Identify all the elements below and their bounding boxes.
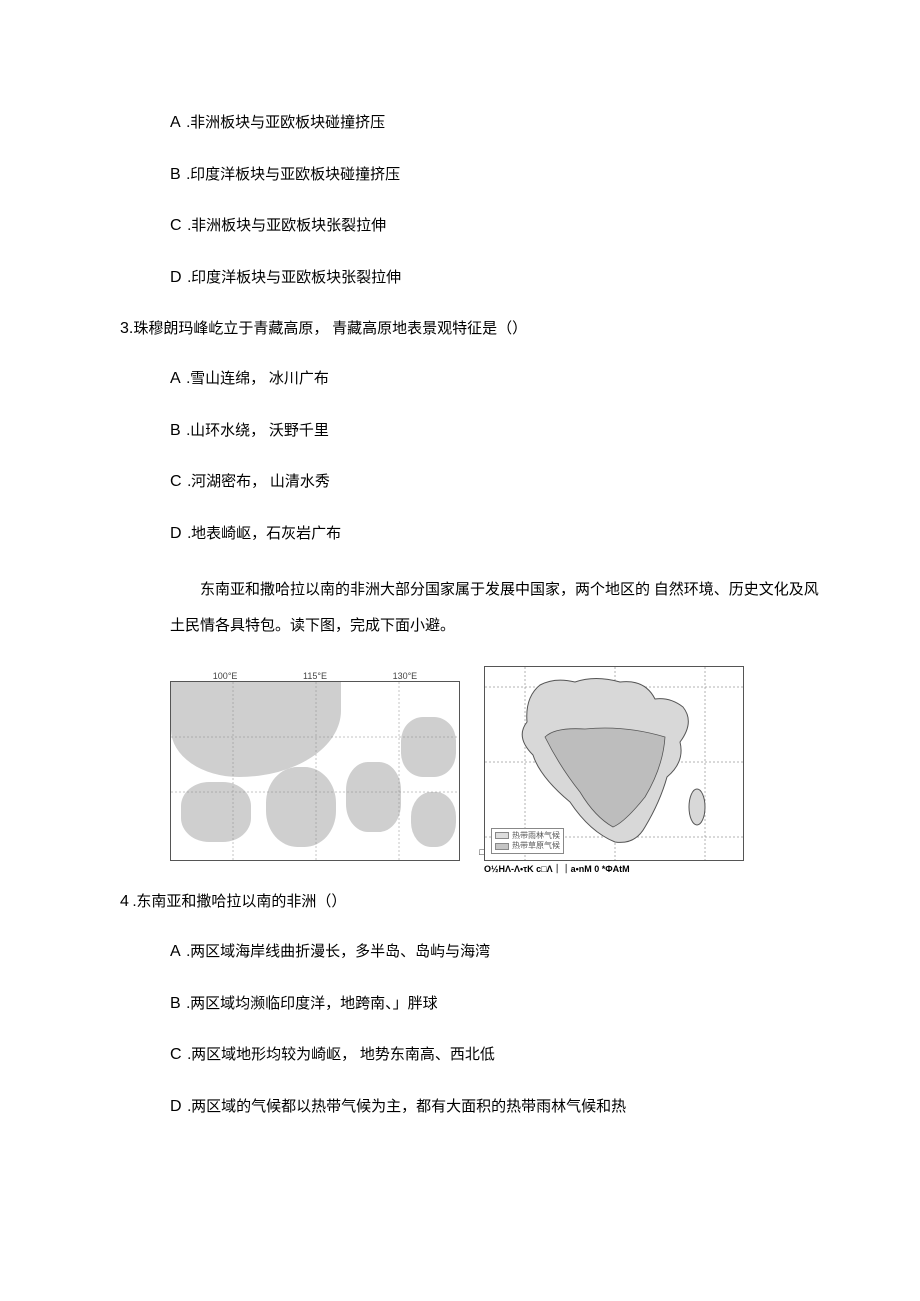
- option-text: .非洲板块与亚欧板块张裂拉伸: [187, 218, 386, 234]
- question-text: 珠穆朗玛峰屹立于青藏高原， 青藏高原地表景观特征是（）: [133, 321, 527, 337]
- option-letter: C: [170, 1046, 182, 1063]
- exam-page: A .非洲板块与亚欧板块碰撞挤压 B .印度洋板块与亚欧板块碰撞挤压 C .非洲…: [0, 0, 920, 1205]
- option-text: .两区域的气候都以热带气候为主，都有大面积的热带雨林气候和热: [187, 1099, 626, 1115]
- option-letter: A: [170, 943, 181, 960]
- option-letter: D: [170, 1098, 182, 1115]
- option-letter: B: [170, 995, 181, 1012]
- swatch-icon: [495, 843, 509, 850]
- option-text: .印度洋板块与亚欧板块碰撞挤压: [186, 167, 400, 183]
- q2-option-b: B .印度洋板块与亚欧板块碰撞挤压: [170, 162, 820, 188]
- question-number: 4: [120, 893, 129, 910]
- option-text: .山环水绕， 沃野千里: [186, 423, 329, 439]
- q4-option-c: C .两区域地形均较为崎岖， 地势东南高、西北低: [170, 1042, 820, 1068]
- q3-option-d: D .地表崎岖，石灰岩广布: [170, 521, 820, 547]
- swatch-icon: [495, 832, 509, 839]
- figure-caption: O½HΛ-Λ•τK c□Λ｜｜a•nM 0 *ΦAtM: [484, 862, 630, 875]
- lon-label: 130°E: [393, 671, 418, 681]
- lon-label: 100°E: [213, 671, 238, 681]
- q3-stem: 3.珠穆朗玛峰屹立于青藏高原， 青藏高原地表景观特征是（）: [120, 316, 820, 342]
- q2-option-c: C .非洲板块与亚欧板块张裂拉伸: [170, 213, 820, 239]
- option-letter: D: [170, 269, 182, 286]
- option-letter: A: [170, 370, 181, 387]
- legend-text: 热带草原气候: [512, 841, 560, 851]
- option-text: .两区域海岸线曲折漫长，多半岛、岛屿与海湾: [186, 944, 490, 960]
- q3-option-a: A .雪山连绵， 冰川广布: [170, 366, 820, 392]
- option-text: .河湖密布， 山清水秀: [187, 474, 330, 490]
- q4-options: A .两区域海岸线曲折漫长，多半岛、岛屿与海湾 B .两区域均濒临印度洋，地跨南…: [120, 939, 820, 1119]
- figure-africa: 热带雨林气候 热带草原气候 O½HΛ-Λ•τK c□Λ｜｜a•nM 0 *ΦAt…: [484, 666, 744, 861]
- figure-se-asia: 100°E 115°E 130°E: [170, 671, 460, 861]
- q2-options: A .非洲板块与亚欧板块碰撞挤压 B .印度洋板块与亚欧板块碰撞挤压 C .非洲…: [120, 110, 820, 290]
- option-letter: B: [170, 422, 181, 439]
- option-text: .两区域均濒临印度洋，地跨南、」胖球: [186, 996, 437, 1012]
- option-letter: B: [170, 166, 181, 183]
- option-text: .印度洋板块与亚欧板块张裂拉伸: [187, 270, 401, 286]
- legend-item: 热带草原气候: [495, 841, 560, 851]
- option-letter: A: [170, 114, 181, 131]
- q3-options: A .雪山连绵， 冰川广布 B .山环水绕， 沃野千里 C .河湖密布， 山清水…: [120, 366, 820, 546]
- map-legend: 热带雨林气候 热带草原气候: [491, 828, 564, 855]
- option-letter: C: [170, 217, 182, 234]
- passage-intro: 东南亚和撒哈拉以南的非洲大部分国家属于发展中国家，两个地区的 自然环境、历史文化…: [170, 572, 820, 644]
- option-text: .地表崎岖，石灰岩广布: [187, 526, 341, 542]
- lon-label: 115°E: [303, 671, 327, 681]
- figure-row: 100°E 115°E 130°E: [170, 666, 820, 861]
- option-letter: D: [170, 525, 182, 542]
- q4-option-a: A .两区域海岸线曲折漫长，多半岛、岛屿与海湾: [170, 939, 820, 965]
- q2-option-a: A .非洲板块与亚欧板块碰撞挤压: [170, 110, 820, 136]
- option-letter: C: [170, 473, 182, 490]
- q4-stem: 4 .东南亚和撒哈拉以南的非洲（）: [120, 889, 820, 915]
- q4-option-b: B .两区域均濒临印度洋，地跨南、」胖球: [170, 991, 820, 1017]
- question-number: 3.: [120, 320, 133, 337]
- q4-option-d: D .两区域的气候都以热带气候为主，都有大面积的热带雨林气候和热: [170, 1094, 820, 1120]
- legend-item: 热带雨林气候: [495, 831, 560, 841]
- option-text: .两区域地形均较为崎岖， 地势东南高、西北低: [187, 1047, 495, 1063]
- map-africa: 热带雨林气候 热带草原气候: [484, 666, 744, 861]
- legend-text: 热带雨林气候: [512, 831, 560, 841]
- q3-option-c: C .河湖密布， 山清水秀: [170, 469, 820, 495]
- grid-icon: [171, 682, 460, 861]
- q2-option-d: D .印度洋板块与亚欧板块张裂拉伸: [170, 265, 820, 291]
- option-text: .非洲板块与亚欧板块碰撞挤压: [186, 115, 385, 131]
- question-text: .东南亚和撒哈拉以南的非洲（）: [129, 894, 347, 910]
- q3-option-b: B .山环水绕， 沃野千里: [170, 418, 820, 444]
- map-se-asia: [170, 681, 460, 861]
- longitude-labels: 100°E 115°E 130°E: [170, 671, 460, 681]
- option-text: .雪山连绵， 冰川广布: [186, 371, 329, 387]
